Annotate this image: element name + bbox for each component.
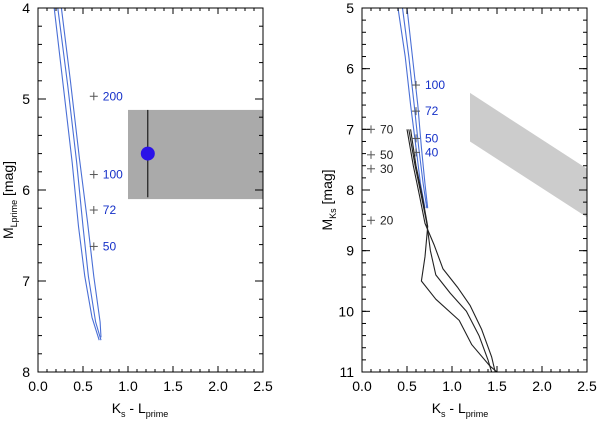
left-y-tick-label: 8	[22, 364, 30, 380]
right-mass-label: 100	[425, 78, 445, 92]
right-y-tick-label: 9	[346, 243, 354, 259]
left-mass-marker: 72	[89, 203, 117, 217]
left-mass-label: 200	[103, 89, 123, 103]
right-isochrone-a-line	[401, 7, 428, 209]
right-y-tick-label: 11	[339, 364, 354, 380]
left-mass-label: 72	[103, 203, 117, 217]
left-mass-marker: 100	[89, 168, 123, 182]
left-isochrone-b-line	[53, 7, 100, 341]
left-object-point	[140, 146, 155, 161]
right-isochrone-d-line	[410, 129, 498, 373]
right-x-tick-label: 1.0	[442, 378, 462, 394]
right-mass-label: 72	[425, 104, 439, 118]
right-x-tick-label: 2.5	[577, 378, 597, 394]
right-y-tick-label: 8	[346, 182, 354, 198]
right-mass-label: 50	[425, 131, 439, 145]
right-mass-marker: 20	[367, 213, 394, 227]
left-mass-label: 100	[103, 168, 123, 182]
left-mass-label: 50	[103, 239, 117, 253]
right-isochrone-b-line	[397, 7, 426, 209]
right-mass-label: 50	[380, 148, 394, 162]
left-x-tick-label: 0.5	[73, 378, 93, 394]
left-x-tick-label: 2.0	[208, 378, 228, 394]
left-x-tick-label: 1.0	[118, 378, 138, 394]
right-x-tick-label: 1.5	[487, 378, 507, 394]
left-x-tick-label: 1.5	[163, 378, 183, 394]
right-y-tick-label: 6	[346, 61, 354, 77]
left-mass-marker: 50	[89, 239, 117, 253]
right-mass-marker: 70	[367, 122, 394, 136]
left-y-axis-title: MLprime [mag]	[0, 161, 19, 239]
right-isochrone-e-line	[406, 129, 496, 373]
right-mass-label: 40	[425, 145, 439, 159]
left-x-tick-label: 0.0	[28, 378, 48, 394]
right-mass-label: 30	[380, 162, 394, 176]
right-isochrone-c-line	[406, 7, 429, 209]
left-mass-marker: 200	[89, 89, 123, 103]
right-mass-marker: 50	[367, 148, 394, 162]
right-y-tick-label: 7	[346, 121, 354, 137]
right-x-axis-title: Ks - Lprime	[432, 400, 489, 419]
left-y-tick-label: 6	[22, 182, 30, 198]
right-y-tick-label: 5	[346, 0, 354, 16]
right-x-tick-label: 2.0	[532, 378, 552, 394]
right-mass-marker: 100	[412, 78, 445, 92]
right-mass-label: 20	[380, 213, 394, 227]
right-y-axis-title: MKs [mag]	[319, 169, 338, 230]
right-plot-frame	[361, 7, 588, 373]
right-mass-marker: 40	[412, 145, 439, 159]
left-y-tick-label: 5	[22, 91, 30, 107]
right-x-tick-label: 0.0	[352, 378, 372, 394]
left-y-tick-label: 4	[22, 0, 30, 16]
left-panel: 200 100 72 50 0.0 0.5 1.0 1.5 2.0 2.5 4 5 6 7 8 Ks - …	[0, 0, 273, 419]
left-x-tick-label: 2.5	[253, 378, 273, 394]
right-mass-marker: 30	[367, 162, 394, 176]
right-mass-marker: 72	[412, 104, 439, 118]
left-isochrone-c-line	[60, 7, 102, 338]
right-mass-label: 70	[380, 122, 394, 136]
left-isochrone-a-line	[57, 7, 102, 341]
right-isochrone-f-line	[408, 129, 493, 373]
left-y-tick-label: 7	[22, 273, 30, 289]
left-x-axis-title: Ks - Lprime	[112, 400, 169, 419]
right-mass-marker: 50	[412, 131, 439, 145]
left-plot-frame	[37, 7, 264, 373]
right-shaded-band	[470, 92, 587, 218]
right-y-tick-label: 10	[338, 303, 354, 319]
right-x-tick-label: 0.5	[397, 378, 417, 394]
